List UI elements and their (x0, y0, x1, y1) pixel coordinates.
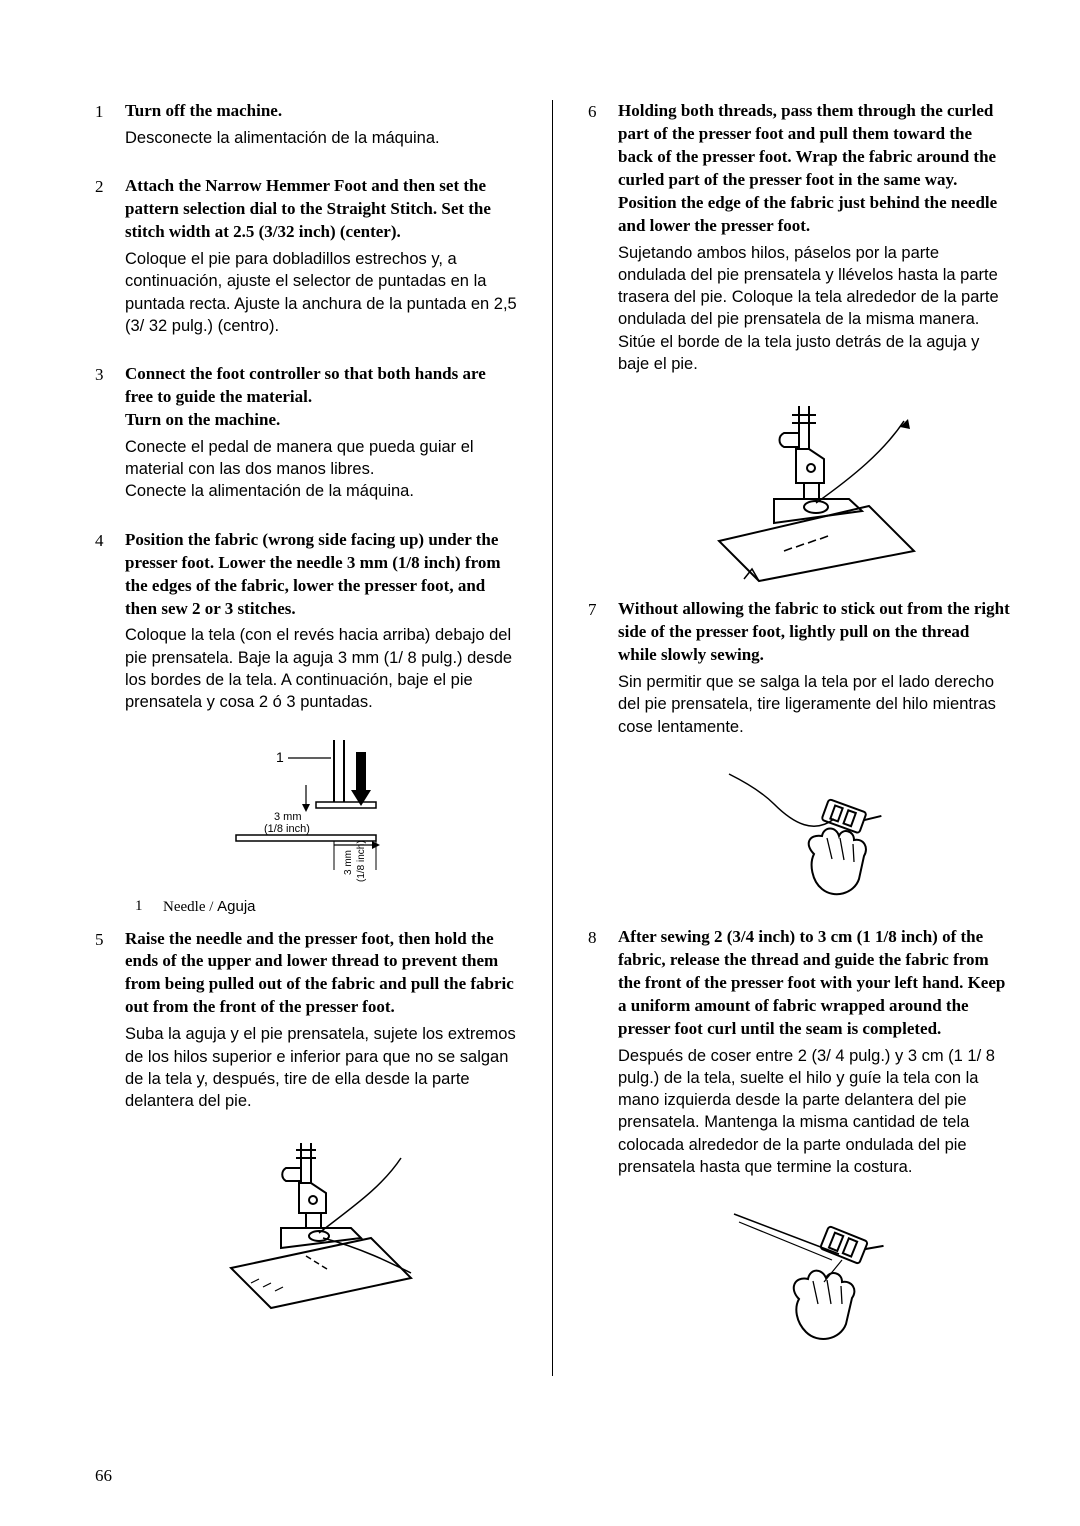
figure-step-4: 1 3 mm (1/8 inch) 3 mm (1/8 inch) (125, 740, 517, 916)
step-8: 8 After sewing 2 (3/4 inch) to 3 cm (1 1… (588, 926, 1010, 1182)
caption-sans: Aguja (217, 898, 255, 915)
step-bold: Position the fabric (wrong side facing u… (125, 529, 517, 621)
step-plain: Después de coser entre 2 (3/ 4 pulg.) y … (618, 1045, 1010, 1179)
caption-number: 1 (135, 898, 153, 916)
left-column: 1 Turn off the machine. Desconecte la al… (95, 100, 517, 1376)
hand-pulling-thread-icon (714, 764, 914, 914)
step-plain: Coloque el pie para dobladillos estrecho… (125, 248, 517, 337)
step-2: 2 Attach the Narrow Hemmer Foot and then… (95, 175, 517, 341)
figure-step-8 (618, 1204, 1010, 1364)
step-6: 6 Holding both threads, pass them throug… (588, 100, 1010, 379)
step-number: 5 (95, 928, 125, 1117)
right-column: 6 Holding both threads, pass them throug… (588, 100, 1010, 1376)
figure-step-5 (125, 1138, 517, 1318)
step-bold: Connect the foot controller so that both… (125, 363, 517, 432)
figure-label-1: 1 (276, 749, 284, 765)
step-bold: Raise the needle and the presser foot, t… (125, 928, 517, 1020)
step-number: 6 (588, 100, 618, 379)
caption-serif: Needle (163, 899, 205, 915)
step-plain: Coloque la tela (con el revés hacia arri… (125, 624, 517, 713)
step-number: 8 (588, 926, 618, 1182)
step-number: 2 (95, 175, 125, 341)
figure-label-3mm-vert: 3 mm (343, 850, 354, 875)
figure-step-6 (618, 401, 1010, 586)
step-bold: After sewing 2 (3/4 inch) to 3 cm (1 1/8… (618, 926, 1010, 1041)
figure-label-18inch: (1/8 inch) (264, 823, 310, 835)
step-7: 7 Without allowing the fabric to stick o… (588, 598, 1010, 742)
step-bold: Attach the Narrow Hemmer Foot and then s… (125, 175, 517, 244)
page-number: 66 (95, 1466, 112, 1486)
step-number: 4 (95, 529, 125, 718)
step-number: 1 (95, 100, 125, 153)
step-number: 3 (95, 363, 125, 507)
figure-label-3mm: 3 mm (274, 811, 302, 823)
figure-caption: 1 Needle / Aguja (135, 898, 256, 916)
step-plain: Sin permitir que se salga la tela por el… (618, 671, 1010, 738)
step-bold: Holding both threads, pass them through … (618, 100, 1010, 238)
two-column-layout: 1 Turn off the machine. Desconecte la al… (95, 100, 1010, 1376)
step-1: 1 Turn off the machine. Desconecte la al… (95, 100, 517, 153)
step-plain: Suba la aguja y el pie prensatela, sujet… (125, 1023, 517, 1112)
presser-foot-diagram-icon (211, 1138, 431, 1318)
needle-diagram-icon: 1 3 mm (1/8 inch) 3 mm (1/8 inch) (216, 740, 426, 890)
step-plain: Desconecte la alimentación de la máquina… (125, 127, 517, 149)
step-plain: Sujetando ambos hilos, páselos por la pa… (618, 242, 1010, 376)
figure-label-18inch-vert: (1/8 inch) (356, 840, 367, 882)
column-divider (552, 100, 553, 1376)
hand-guiding-fabric-icon (714, 1204, 914, 1364)
presser-foot-assembly-icon (704, 401, 924, 586)
step-bold: Turn off the machine. (125, 100, 517, 123)
step-5: 5 Raise the needle and the presser foot,… (95, 928, 517, 1117)
step-4: 4 Position the fabric (wrong side facing… (95, 529, 517, 718)
step-number: 7 (588, 598, 618, 742)
step-bold: Without allowing the fabric to stick out… (618, 598, 1010, 667)
step-3: 3 Connect the foot controller so that bo… (95, 363, 517, 507)
figure-step-7 (618, 764, 1010, 914)
step-plain: Conecte el pedal de manera que pueda gui… (125, 436, 517, 503)
